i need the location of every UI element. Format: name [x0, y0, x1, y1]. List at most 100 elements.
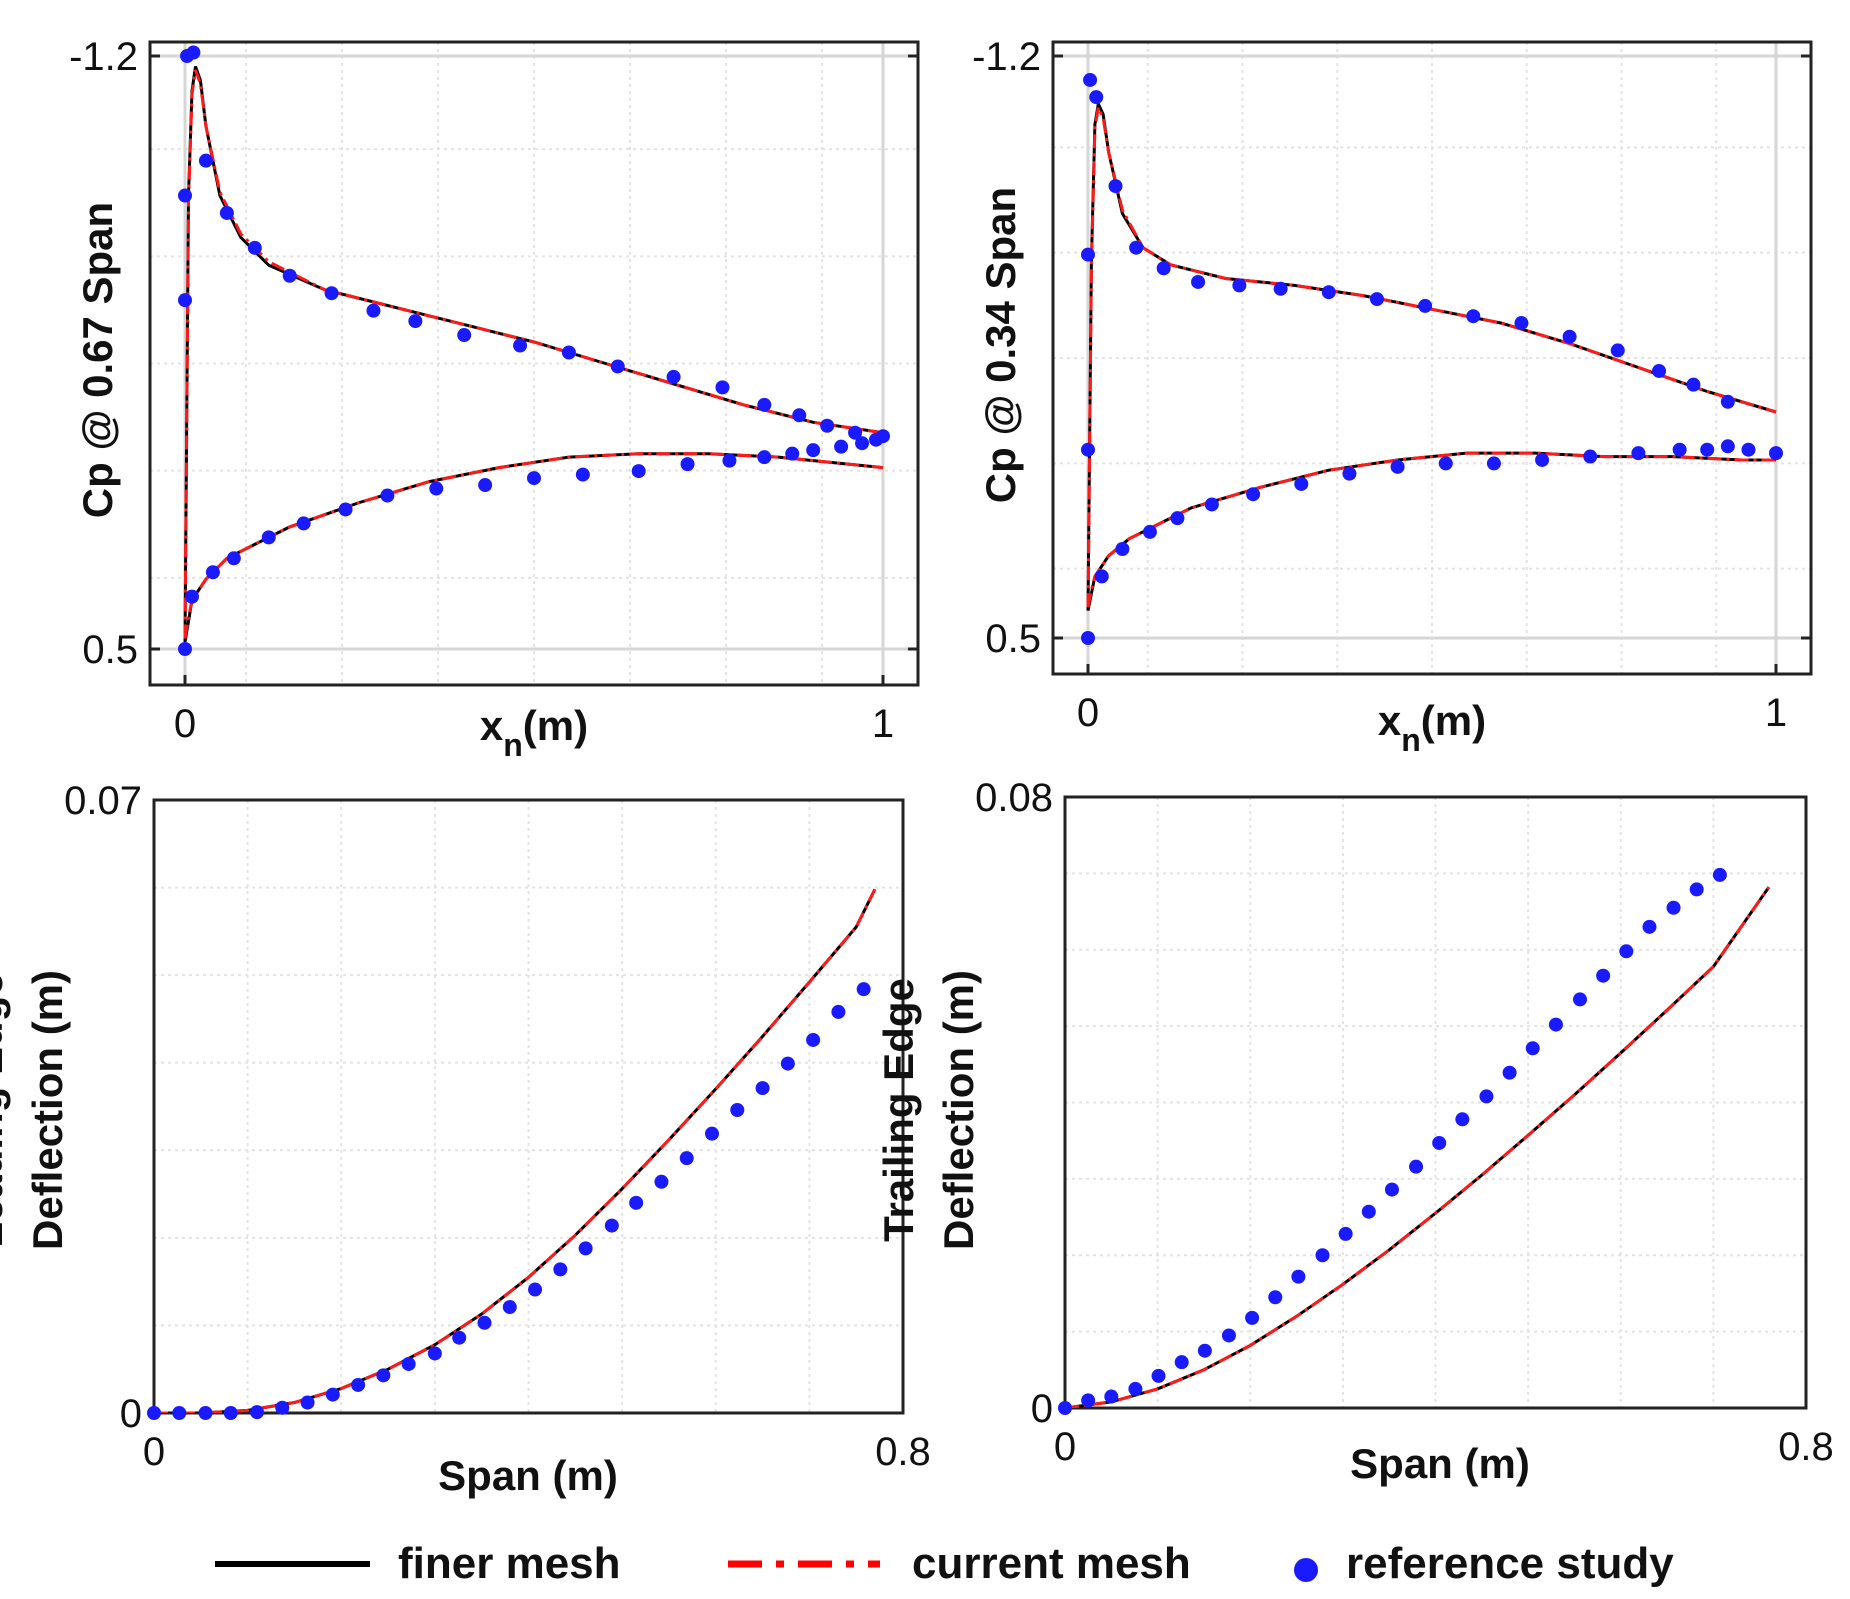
reference-study-point [1151, 1368, 1166, 1383]
reference-study-point [1342, 466, 1357, 481]
reference-study-point [856, 982, 871, 997]
reference-study-point [1712, 867, 1727, 882]
reference-study-point [1479, 1089, 1494, 1104]
legend-current-mesh-label: current mesh [912, 1539, 1191, 1588]
reference-study-point [1535, 452, 1550, 467]
y-axis-label: Cp @ 0.34 Span [977, 187, 1024, 503]
reference-study-point [1432, 1135, 1447, 1150]
reference-study-point [1689, 882, 1704, 897]
reference-study-point [338, 502, 353, 517]
reference-study-point [1170, 511, 1185, 526]
reference-study-point [629, 1195, 644, 1210]
plot-frame [1063, 795, 1808, 1410]
legend: finer mesh current mesh reference study [215, 1539, 1674, 1588]
reference-study-point [219, 205, 234, 220]
series-current-mesh-line-lower [183, 452, 884, 639]
reference-study-point [186, 45, 201, 60]
reference-study-point [1221, 1328, 1236, 1343]
reference-study-point [380, 488, 395, 503]
reference-study-point [610, 359, 625, 374]
reference-study-point [1672, 442, 1687, 457]
reference-study-point [1390, 459, 1405, 474]
reference-study-point [785, 446, 800, 461]
reference-study-point [1700, 442, 1715, 457]
chart-cp-067-span: 0 1 -1.2 0.5 xn(m) Cp @ 0.67 Span [69, 35, 920, 763]
x-tick-label: 1 [1765, 691, 1787, 735]
reference-study-point [1562, 329, 1577, 344]
y-axis-label-line: Leading Edge [0, 972, 11, 1247]
y-tick-label: 0.07 [64, 779, 142, 823]
reference-study-point [1089, 90, 1104, 105]
x-tick-label: 0 [1054, 1425, 1076, 1469]
y-tick-label: -1.2 [972, 35, 1041, 79]
y-axis-label-line: Deflection (m) [935, 970, 982, 1250]
plot-frame [1051, 40, 1813, 676]
reference-study-point [1081, 631, 1095, 645]
reference-study-point [561, 345, 576, 360]
y-axis-label: Cp @ 0.67 Span [74, 202, 121, 518]
reference-study-point [1741, 442, 1756, 457]
reference-study-point [855, 436, 870, 451]
reference-study-point [1081, 1393, 1096, 1408]
reference-study-point [351, 1377, 366, 1392]
reference-study-point [1642, 919, 1657, 934]
reference-study-point [1466, 309, 1481, 324]
reference-study-point [680, 457, 695, 472]
reference-study-point [478, 478, 493, 493]
reference-study-point [1129, 240, 1144, 255]
reference-study-point [1418, 298, 1433, 313]
reference-study-point [198, 1406, 213, 1420]
reference-study-point [1128, 1381, 1143, 1396]
reference-study-point [575, 467, 590, 482]
reference-study-point [527, 471, 541, 486]
reference-study-point [457, 328, 472, 343]
reference-study-point [184, 589, 199, 604]
reference-study-point [1486, 456, 1501, 471]
reference-study-point [1291, 1269, 1306, 1284]
y-tick-label: 0 [120, 1392, 142, 1436]
reference-study-point [1438, 456, 1453, 471]
reference-study-point [1652, 363, 1667, 378]
reference-study-point [631, 464, 646, 479]
reference-study-point [876, 429, 890, 444]
reference-study-point [1525, 1041, 1540, 1056]
reference-study-point [1083, 72, 1098, 87]
reference-study-point [1384, 1182, 1399, 1197]
plot-frame [148, 40, 920, 687]
reference-study-point [1115, 541, 1130, 556]
series-finer-mesh-line [154, 888, 877, 1413]
reference-study-point [1268, 1290, 1283, 1305]
reference-study-point [757, 450, 772, 465]
reference-study-point [147, 1406, 161, 1420]
reference-study-point [1273, 281, 1288, 296]
reference-study-point [1769, 446, 1783, 461]
reference-study-point [1245, 1310, 1260, 1325]
reference-study-point [848, 425, 863, 440]
x-axis-label: Span (m) [438, 1452, 618, 1499]
y-tick-label: 0.08 [975, 776, 1053, 820]
reference-study-point [757, 397, 772, 412]
reference-study-point [654, 1174, 669, 1189]
reference-study-point [730, 1103, 745, 1118]
reference-study-point [366, 303, 381, 318]
reference-study-point [513, 338, 528, 353]
y-tick-label: 0 [1031, 1387, 1053, 1431]
y-tick-label: 0.5 [82, 628, 138, 672]
reference-study-point [429, 481, 444, 496]
reference-study-point [325, 1387, 340, 1402]
reference-study-point [1108, 179, 1123, 194]
reference-study-point [1315, 1248, 1330, 1263]
reference-study-point [666, 369, 681, 384]
reference-study-point [553, 1262, 568, 1277]
reference-study-point [1361, 1204, 1376, 1219]
reference-study-point [1369, 292, 1384, 307]
reference-study-point [1058, 1401, 1072, 1415]
reference-study-point [205, 565, 220, 580]
x-axis-label: Span (m) [1350, 1440, 1530, 1487]
legend-finer-mesh-label: finer mesh [398, 1539, 621, 1588]
reference-study-point [1686, 377, 1701, 392]
reference-study-point [820, 418, 835, 433]
reference-study-point [1409, 1159, 1424, 1174]
reference-study-point [1619, 944, 1634, 959]
